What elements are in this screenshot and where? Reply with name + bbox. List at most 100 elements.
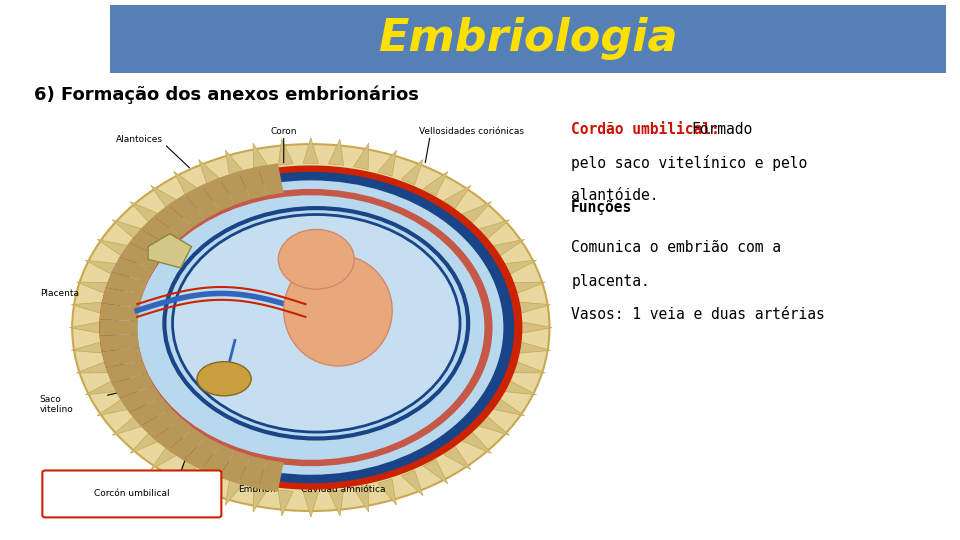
Polygon shape (131, 432, 159, 454)
Polygon shape (148, 234, 191, 268)
Polygon shape (238, 456, 267, 489)
Polygon shape (478, 416, 510, 435)
Text: Corcón umbilical: Corcón umbilical (94, 489, 170, 498)
Polygon shape (71, 341, 105, 353)
Polygon shape (131, 201, 159, 223)
Text: Vellosidades coriónicas: Vellosidades coriónicas (420, 127, 524, 136)
Polygon shape (328, 490, 344, 516)
Polygon shape (100, 320, 137, 336)
Polygon shape (423, 171, 448, 196)
Polygon shape (199, 159, 221, 185)
Polygon shape (97, 399, 130, 416)
Ellipse shape (72, 144, 549, 511)
Polygon shape (219, 450, 251, 484)
Polygon shape (512, 282, 545, 294)
Polygon shape (183, 437, 221, 470)
Polygon shape (444, 447, 471, 470)
Polygon shape (151, 185, 178, 208)
Polygon shape (519, 322, 552, 334)
Text: Formado: Formado (691, 122, 753, 137)
Text: alantóide.: alantóide. (571, 188, 659, 204)
Polygon shape (129, 229, 171, 258)
Ellipse shape (118, 180, 503, 475)
Polygon shape (201, 178, 235, 211)
Ellipse shape (99, 165, 522, 490)
Polygon shape (492, 399, 524, 416)
Polygon shape (168, 194, 206, 227)
Polygon shape (85, 260, 118, 275)
Polygon shape (119, 242, 161, 269)
Polygon shape (303, 138, 319, 163)
Text: 6) Formação dos anexos embrionários: 6) Formação dos anexos embrionários (34, 85, 419, 104)
Polygon shape (478, 220, 510, 239)
Ellipse shape (197, 362, 252, 396)
Text: Placenta: Placenta (39, 289, 79, 298)
Polygon shape (517, 341, 550, 353)
Polygon shape (253, 143, 268, 170)
Ellipse shape (130, 189, 492, 466)
Polygon shape (303, 492, 319, 517)
Polygon shape (129, 397, 171, 426)
Polygon shape (503, 380, 537, 395)
Polygon shape (462, 201, 492, 223)
Polygon shape (257, 460, 284, 492)
Polygon shape (462, 432, 492, 454)
Polygon shape (503, 260, 537, 275)
Polygon shape (77, 361, 109, 373)
Text: Cordão umbilical:: Cordão umbilical: (571, 122, 720, 137)
Polygon shape (154, 418, 194, 450)
Text: pelo saco vitelínico e pelo: pelo saco vitelínico e pelo (571, 155, 807, 171)
Polygon shape (100, 303, 139, 321)
Polygon shape (140, 217, 181, 247)
Polygon shape (112, 416, 143, 435)
Circle shape (278, 230, 354, 289)
Polygon shape (97, 239, 130, 256)
Text: Vasos: 1 veia e duas artérias: Vasos: 1 veia e duas artérias (571, 307, 825, 322)
Text: Cavidad amniótica: Cavidad amniótica (301, 485, 386, 494)
Polygon shape (174, 171, 199, 196)
Text: Embriologia: Embriologia (378, 17, 678, 60)
Polygon shape (492, 239, 524, 256)
Polygon shape (401, 159, 423, 185)
Text: Amnios: Amnios (420, 426, 453, 435)
Polygon shape (100, 334, 139, 352)
Polygon shape (401, 470, 423, 496)
Polygon shape (119, 386, 161, 413)
Polygon shape (106, 361, 147, 383)
Polygon shape (154, 205, 194, 237)
Polygon shape (512, 361, 545, 373)
Polygon shape (423, 460, 448, 484)
Polygon shape (378, 479, 396, 505)
Polygon shape (71, 302, 105, 314)
Polygon shape (111, 257, 154, 282)
Polygon shape (106, 272, 147, 295)
Polygon shape (257, 163, 284, 195)
FancyBboxPatch shape (110, 5, 946, 73)
Text: Funções: Funções (571, 200, 633, 215)
Ellipse shape (173, 214, 460, 432)
Ellipse shape (284, 255, 393, 366)
Text: placenta.: placenta. (571, 274, 650, 289)
Polygon shape (199, 470, 221, 496)
Text: Coron: Coron (271, 127, 297, 136)
Polygon shape (226, 150, 244, 176)
Polygon shape (168, 428, 206, 461)
Polygon shape (238, 166, 267, 199)
Ellipse shape (106, 168, 516, 487)
Polygon shape (253, 485, 268, 512)
Polygon shape (140, 408, 181, 438)
Polygon shape (353, 143, 369, 170)
Polygon shape (77, 282, 109, 294)
Polygon shape (378, 150, 396, 176)
FancyBboxPatch shape (42, 470, 222, 517)
Polygon shape (151, 447, 178, 470)
Text: Alantoices: Alantoices (115, 136, 162, 144)
Text: Saco
vitelino: Saco vitelino (39, 395, 73, 414)
Polygon shape (226, 479, 244, 505)
Ellipse shape (137, 195, 485, 460)
Polygon shape (112, 220, 143, 239)
Text: Comunica o embrião com a: Comunica o embrião com a (571, 240, 781, 255)
Polygon shape (85, 380, 118, 395)
Polygon shape (353, 485, 369, 512)
Polygon shape (174, 460, 199, 484)
